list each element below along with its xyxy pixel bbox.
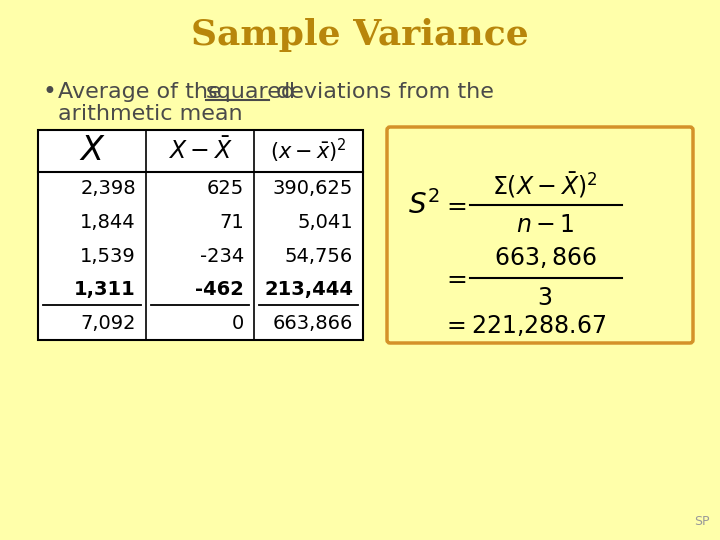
Text: $(x - \bar{x})^{2}$: $(x - \bar{x})^{2}$ [270,137,347,165]
Text: Sample Variance: Sample Variance [191,18,529,52]
Text: 0: 0 [232,314,244,333]
Text: deviations from the: deviations from the [269,82,494,102]
Text: 54,756: 54,756 [284,246,353,266]
Text: 7,092: 7,092 [81,314,136,333]
Text: 1,844: 1,844 [81,213,136,232]
Text: -234: -234 [199,246,244,266]
Text: squared: squared [206,82,296,102]
Text: $n - 1$: $n - 1$ [516,213,575,237]
Text: •: • [42,80,56,104]
Text: 1,539: 1,539 [80,246,136,266]
Text: $X - \bar{X}$: $X - \bar{X}$ [168,138,233,164]
Text: 625: 625 [207,179,244,198]
Text: $\mathit{X}$: $\mathit{X}$ [78,134,105,167]
Bar [38,130,363,340]
Text: $\Sigma(X - \bar{X})^{2}$: $\Sigma(X - \bar{X})^{2}$ [492,170,598,200]
Text: $663,866$: $663,866$ [494,246,596,271]
Text: $= 221{,}288.67$: $= 221{,}288.67$ [442,313,606,338]
Text: Average of the: Average of the [58,82,229,102]
Text: 663,866: 663,866 [273,314,353,333]
Text: $=$: $=$ [442,193,467,217]
Text: 5,041: 5,041 [297,213,353,232]
Text: 71: 71 [220,213,244,232]
Text: 390,625: 390,625 [273,179,353,198]
Text: $=$: $=$ [442,266,467,290]
Text: 213,444: 213,444 [264,280,353,299]
FancyBboxPatch shape [387,127,693,343]
Text: SP: SP [695,515,710,528]
Text: 1,311: 1,311 [74,280,136,299]
Text: $3$: $3$ [537,286,552,310]
Text: $S^{2}$: $S^{2}$ [408,190,440,220]
Text: 2,398: 2,398 [81,179,136,198]
Text: arithmetic mean: arithmetic mean [58,104,243,124]
Text: -462: -462 [195,280,244,299]
